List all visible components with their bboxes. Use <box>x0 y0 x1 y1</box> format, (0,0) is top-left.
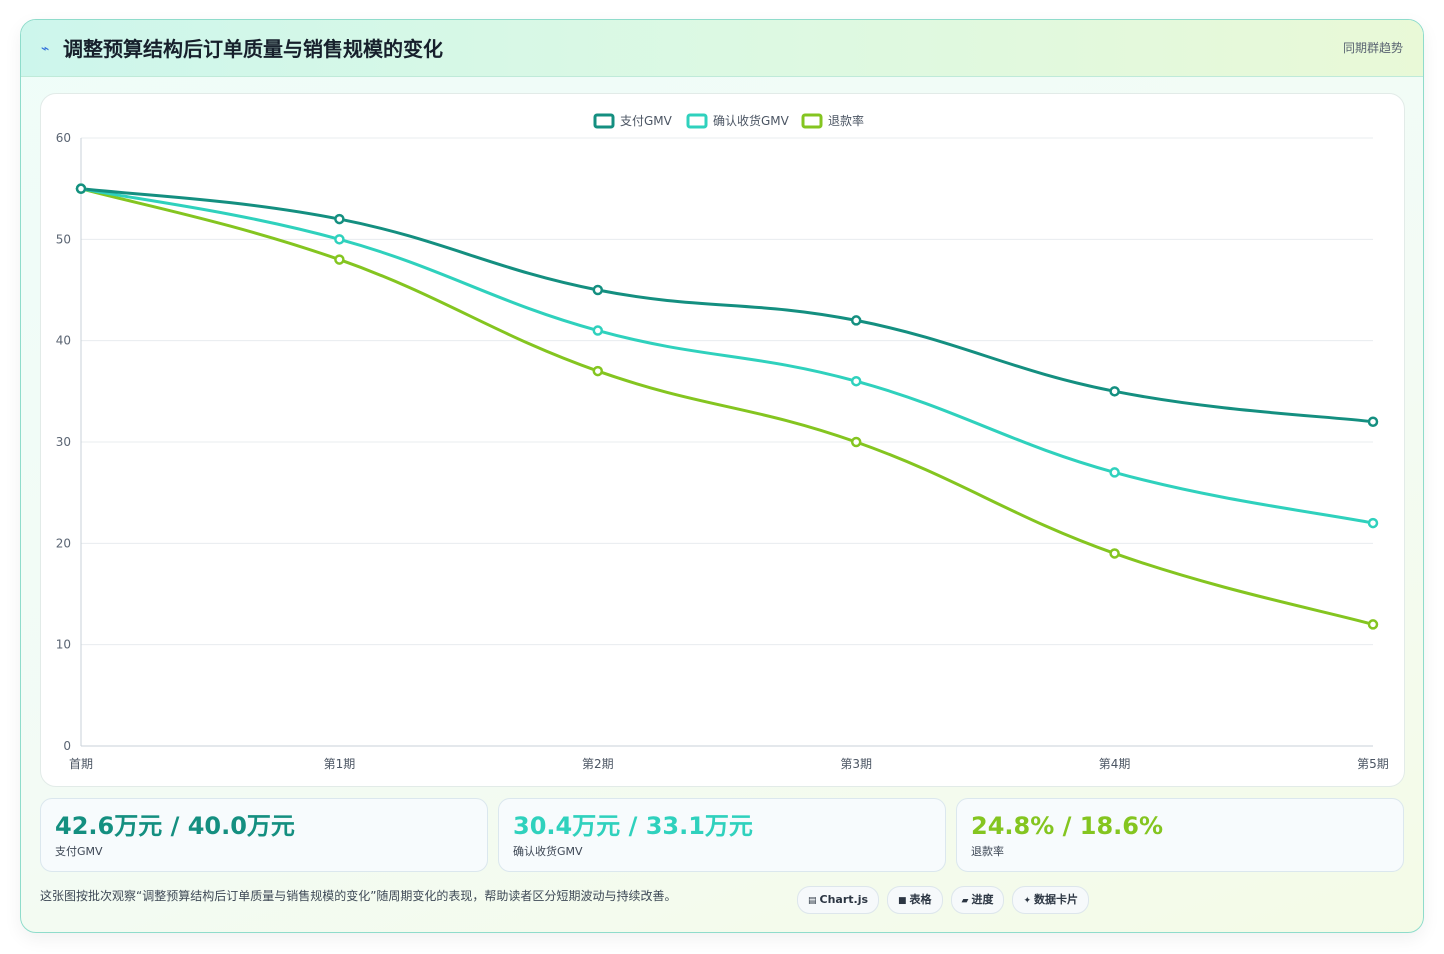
feature-chips: ▤ Chart.js ■ 表格 ▰ 进度 ✦ 数据卡片 <box>797 886 1090 914</box>
x-tick-label: 首期 <box>69 757 93 771</box>
chip-label: 表格 <box>909 893 932 906</box>
kpi-card-refund-rate: 24.8% / 18.6% 退款率 <box>956 798 1404 872</box>
kpi-value: 24.8% / 18.6% <box>971 812 1163 840</box>
y-tick-label: 10 <box>56 638 71 652</box>
chip-label: 进度 <box>971 893 994 906</box>
x-tick-label: 第3期 <box>840 757 872 771</box>
x-tick-label: 第5期 <box>1357 757 1389 771</box>
y-tick-label: 60 <box>56 131 71 145</box>
kpi-label: 支付GMV <box>55 845 103 858</box>
legend-swatch <box>801 113 823 129</box>
chip-chartjs[interactable]: ▤ Chart.js <box>797 886 880 914</box>
chip-table[interactable]: ■ 表格 <box>887 886 943 914</box>
data-point <box>592 284 604 296</box>
y-tick-label: 40 <box>56 334 71 348</box>
dashboard-card: ⌁ 调整预算结构后订单质量与销售规模的变化 同期群趋势 0 10 20 30 40 50 6… <box>20 19 1424 933</box>
x-tick-label: 第2期 <box>582 757 614 771</box>
y-tick-label: 50 <box>56 232 71 246</box>
kpi-label: 退款率 <box>971 845 1004 858</box>
legend-swatch <box>686 113 708 129</box>
chip-label: 数据卡片 <box>1034 893 1079 906</box>
data-point <box>592 365 604 377</box>
kpi-value: 30.4万元 / 33.1万元 <box>513 812 753 840</box>
page-title: 调整预算结构后订单质量与销售规模的变化 <box>63 37 443 61</box>
kpi-card-confirmed-gmv: 30.4万元 / 33.1万元 确认收货GMV <box>498 798 946 872</box>
chart-icon: ▤ <box>808 896 817 906</box>
table-icon: ■ <box>898 896 907 906</box>
data-point <box>850 436 862 448</box>
data-point <box>334 234 345 245</box>
line-chart: 0 10 20 30 40 50 60 首期 第1期 第2期 第3期 第4期 第5期 支付GMV 确认收货G… <box>56 113 1389 771</box>
data-point <box>1367 416 1379 427</box>
data-point <box>592 325 604 336</box>
chip-label: Chart.js <box>819 893 869 906</box>
kpi-card-payment-gmv: 42.6万元 / 40.0万元 支付GMV <box>40 798 488 872</box>
data-point <box>334 254 345 265</box>
y-tick-label: 20 <box>56 536 71 550</box>
data-point <box>1367 619 1379 630</box>
series-line <box>80 187 1374 626</box>
legend-swatch <box>593 113 615 129</box>
sparkle-icon: ✦ <box>1023 896 1032 906</box>
data-point <box>850 375 862 387</box>
x-tick-label: 第4期 <box>1099 757 1131 771</box>
chart-footnote: 这张图按批次观察“调整预算结构后订单质量与销售规模的变化”随周期变化的表现，帮助… <box>40 889 677 903</box>
data-point <box>75 183 87 194</box>
header-tag: 同期群趋势 <box>1342 41 1403 55</box>
legend-label: 确认收货GMV <box>713 113 790 128</box>
series-line <box>80 187 1374 525</box>
legend-label: 退款率 <box>828 113 864 128</box>
chip-data-card[interactable]: ✦ 数据卡片 <box>1012 886 1090 914</box>
chip-progress[interactable]: ▰ 进度 <box>950 886 1005 914</box>
card-header: ⌁ 调整预算结构后订单质量与销售规模的变化 同期群趋势 <box>21 20 1423 77</box>
data-point <box>1109 467 1120 478</box>
legend-label: 支付GMV <box>620 114 673 128</box>
data-point <box>1109 548 1120 559</box>
data-point <box>1109 386 1120 397</box>
lightning-icon: ⌁ <box>41 41 50 57</box>
x-tick-label: 第1期 <box>324 757 356 771</box>
series-line <box>80 187 1374 424</box>
kpi-label: 确认收货GMV <box>513 845 583 858</box>
data-point <box>1367 517 1379 529</box>
chart-panel: 0 10 20 30 40 50 60 首期 第1期 第2期 第3期 第4期 第5期 支付GMV 确认收货G… <box>40 93 1405 787</box>
data-point <box>334 213 345 225</box>
y-tick-label: 0 <box>63 739 71 753</box>
progress-icon: ▰ <box>961 896 969 906</box>
kpi-value: 42.6万元 / 40.0万元 <box>55 812 295 840</box>
data-point <box>850 315 862 326</box>
y-tick-label: 30 <box>56 435 71 449</box>
